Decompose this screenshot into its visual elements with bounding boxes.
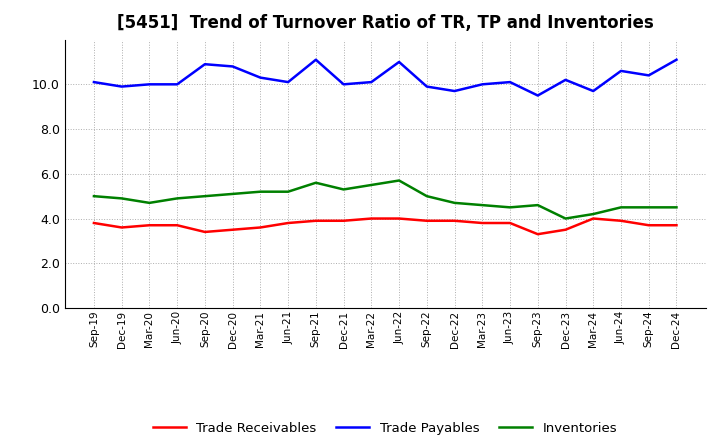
- Trade Receivables: [201, 229, 210, 235]
- Trade Receivables: [644, 223, 653, 228]
- Trade Receivables: [339, 218, 348, 224]
- Inventories: [672, 205, 681, 210]
- Trade Payables: [284, 80, 292, 85]
- Trade Payables: [256, 75, 265, 80]
- Trade Payables: [145, 82, 154, 87]
- Trade Receivables: [450, 218, 459, 224]
- Trade Payables: [173, 82, 181, 87]
- Trade Payables: [589, 88, 598, 94]
- Trade Receivables: [228, 227, 237, 232]
- Inventories: [450, 200, 459, 205]
- Trade Receivables: [173, 223, 181, 228]
- Inventories: [395, 178, 403, 183]
- Trade Receivables: [589, 216, 598, 221]
- Inventories: [117, 196, 126, 201]
- Trade Payables: [201, 62, 210, 67]
- Trade Payables: [561, 77, 570, 82]
- Inventories: [616, 205, 625, 210]
- Title: [5451]  Trend of Turnover Ratio of TR, TP and Inventories: [5451] Trend of Turnover Ratio of TR, TP…: [117, 15, 654, 33]
- Inventories: [478, 202, 487, 208]
- Inventories: [534, 202, 542, 208]
- Trade Receivables: [505, 220, 514, 226]
- Inventories: [201, 194, 210, 199]
- Line: Trade Receivables: Trade Receivables: [94, 219, 677, 234]
- Trade Payables: [395, 59, 403, 65]
- Trade Payables: [450, 88, 459, 94]
- Inventories: [312, 180, 320, 185]
- Inventories: [589, 211, 598, 216]
- Inventories: [423, 194, 431, 199]
- Trade Payables: [89, 80, 98, 85]
- Inventories: [339, 187, 348, 192]
- Trade Receivables: [561, 227, 570, 232]
- Trade Receivables: [312, 218, 320, 224]
- Trade Receivables: [423, 218, 431, 224]
- Inventories: [367, 182, 376, 187]
- Inventories: [256, 189, 265, 194]
- Trade Receivables: [284, 220, 292, 226]
- Trade Payables: [478, 82, 487, 87]
- Inventories: [173, 196, 181, 201]
- Trade Payables: [423, 84, 431, 89]
- Trade Payables: [534, 93, 542, 98]
- Trade Receivables: [256, 225, 265, 230]
- Inventories: [228, 191, 237, 197]
- Inventories: [644, 205, 653, 210]
- Trade Payables: [644, 73, 653, 78]
- Line: Inventories: Inventories: [94, 180, 677, 219]
- Trade Payables: [117, 84, 126, 89]
- Trade Receivables: [672, 223, 681, 228]
- Trade Receivables: [367, 216, 376, 221]
- Trade Payables: [672, 57, 681, 62]
- Trade Receivables: [117, 225, 126, 230]
- Trade Payables: [312, 57, 320, 62]
- Trade Receivables: [616, 218, 625, 224]
- Inventories: [284, 189, 292, 194]
- Trade Receivables: [534, 231, 542, 237]
- Trade Payables: [339, 82, 348, 87]
- Trade Receivables: [478, 220, 487, 226]
- Trade Payables: [367, 80, 376, 85]
- Trade Receivables: [145, 223, 154, 228]
- Trade Payables: [505, 80, 514, 85]
- Inventories: [145, 200, 154, 205]
- Trade Receivables: [395, 216, 403, 221]
- Line: Trade Payables: Trade Payables: [94, 60, 677, 95]
- Inventories: [89, 194, 98, 199]
- Inventories: [561, 216, 570, 221]
- Legend: Trade Receivables, Trade Payables, Inventories: Trade Receivables, Trade Payables, Inven…: [148, 417, 623, 440]
- Trade Receivables: [89, 220, 98, 226]
- Inventories: [505, 205, 514, 210]
- Trade Payables: [616, 68, 625, 73]
- Trade Payables: [228, 64, 237, 69]
